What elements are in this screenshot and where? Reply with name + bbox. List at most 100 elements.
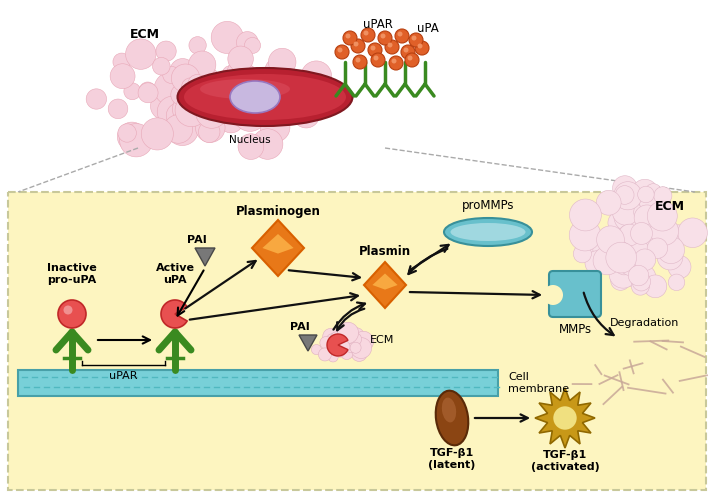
Circle shape [222, 65, 241, 85]
Circle shape [405, 53, 419, 67]
Circle shape [356, 57, 361, 63]
Text: Nucleus: Nucleus [229, 135, 271, 145]
FancyBboxPatch shape [549, 271, 601, 317]
Circle shape [328, 352, 338, 362]
Circle shape [228, 46, 253, 72]
Circle shape [650, 217, 678, 246]
Circle shape [113, 53, 131, 71]
Circle shape [631, 277, 650, 295]
Circle shape [271, 89, 291, 109]
Circle shape [139, 82, 156, 99]
Circle shape [343, 31, 357, 45]
Circle shape [185, 97, 213, 125]
Circle shape [623, 191, 647, 215]
Circle shape [332, 333, 344, 345]
Circle shape [124, 83, 141, 100]
Circle shape [610, 241, 632, 262]
Circle shape [654, 187, 672, 205]
Text: uPA: uPA [417, 22, 439, 35]
Circle shape [630, 243, 650, 263]
Circle shape [337, 340, 350, 353]
Circle shape [391, 58, 396, 64]
Circle shape [596, 190, 621, 215]
Circle shape [569, 219, 601, 251]
Circle shape [157, 96, 188, 127]
Circle shape [630, 223, 653, 245]
Polygon shape [252, 220, 304, 276]
Circle shape [335, 45, 349, 59]
Ellipse shape [444, 218, 532, 246]
Circle shape [613, 176, 637, 200]
Circle shape [238, 134, 263, 159]
Circle shape [337, 322, 358, 344]
Circle shape [630, 229, 656, 254]
Circle shape [294, 83, 323, 111]
Circle shape [175, 94, 208, 126]
Circle shape [388, 42, 393, 47]
Circle shape [615, 256, 633, 275]
Circle shape [293, 101, 320, 128]
Circle shape [606, 242, 637, 273]
Circle shape [343, 335, 360, 353]
Circle shape [58, 300, 86, 328]
Circle shape [618, 244, 637, 262]
Circle shape [389, 56, 403, 70]
Circle shape [330, 332, 345, 347]
Circle shape [350, 342, 361, 353]
Circle shape [351, 39, 365, 53]
Circle shape [265, 59, 287, 81]
Circle shape [169, 74, 188, 93]
Circle shape [260, 113, 290, 142]
Circle shape [318, 348, 331, 361]
Circle shape [668, 274, 685, 291]
Circle shape [227, 89, 259, 122]
Circle shape [294, 81, 314, 101]
Circle shape [648, 201, 678, 231]
Text: PAI: PAI [290, 322, 310, 332]
Circle shape [311, 345, 321, 355]
Circle shape [593, 247, 621, 275]
Polygon shape [364, 262, 406, 308]
Circle shape [614, 182, 642, 210]
Circle shape [608, 241, 632, 265]
Circle shape [415, 41, 429, 55]
Circle shape [239, 72, 258, 91]
Circle shape [320, 337, 333, 349]
Circle shape [632, 272, 650, 291]
Circle shape [341, 332, 355, 347]
Circle shape [338, 47, 343, 52]
Text: uPAR: uPAR [363, 18, 393, 31]
Text: ECM: ECM [130, 28, 160, 41]
Circle shape [573, 245, 591, 263]
Ellipse shape [230, 81, 280, 113]
Circle shape [171, 84, 192, 105]
Circle shape [218, 108, 243, 133]
Circle shape [349, 333, 361, 346]
Text: ECM: ECM [655, 200, 685, 213]
Circle shape [263, 126, 280, 143]
Polygon shape [161, 300, 187, 328]
Circle shape [126, 39, 156, 69]
Polygon shape [195, 248, 215, 266]
Circle shape [170, 59, 196, 84]
Circle shape [233, 99, 266, 131]
Circle shape [189, 37, 206, 54]
Circle shape [211, 21, 243, 53]
Circle shape [625, 209, 650, 234]
Circle shape [670, 225, 687, 242]
Circle shape [341, 347, 353, 360]
Circle shape [409, 33, 423, 47]
Circle shape [678, 218, 708, 248]
Circle shape [236, 31, 258, 53]
Text: proMMPs: proMMPs [462, 199, 514, 212]
Circle shape [644, 275, 667, 298]
Circle shape [181, 78, 199, 96]
Text: TGF-β1
(latent): TGF-β1 (latent) [428, 448, 476, 470]
Circle shape [203, 101, 225, 122]
Circle shape [117, 122, 146, 151]
Circle shape [334, 346, 346, 357]
Circle shape [631, 179, 658, 206]
Text: Inactive
pro-uPA: Inactive pro-uPA [47, 263, 97, 285]
Circle shape [252, 129, 283, 159]
Circle shape [163, 66, 180, 84]
